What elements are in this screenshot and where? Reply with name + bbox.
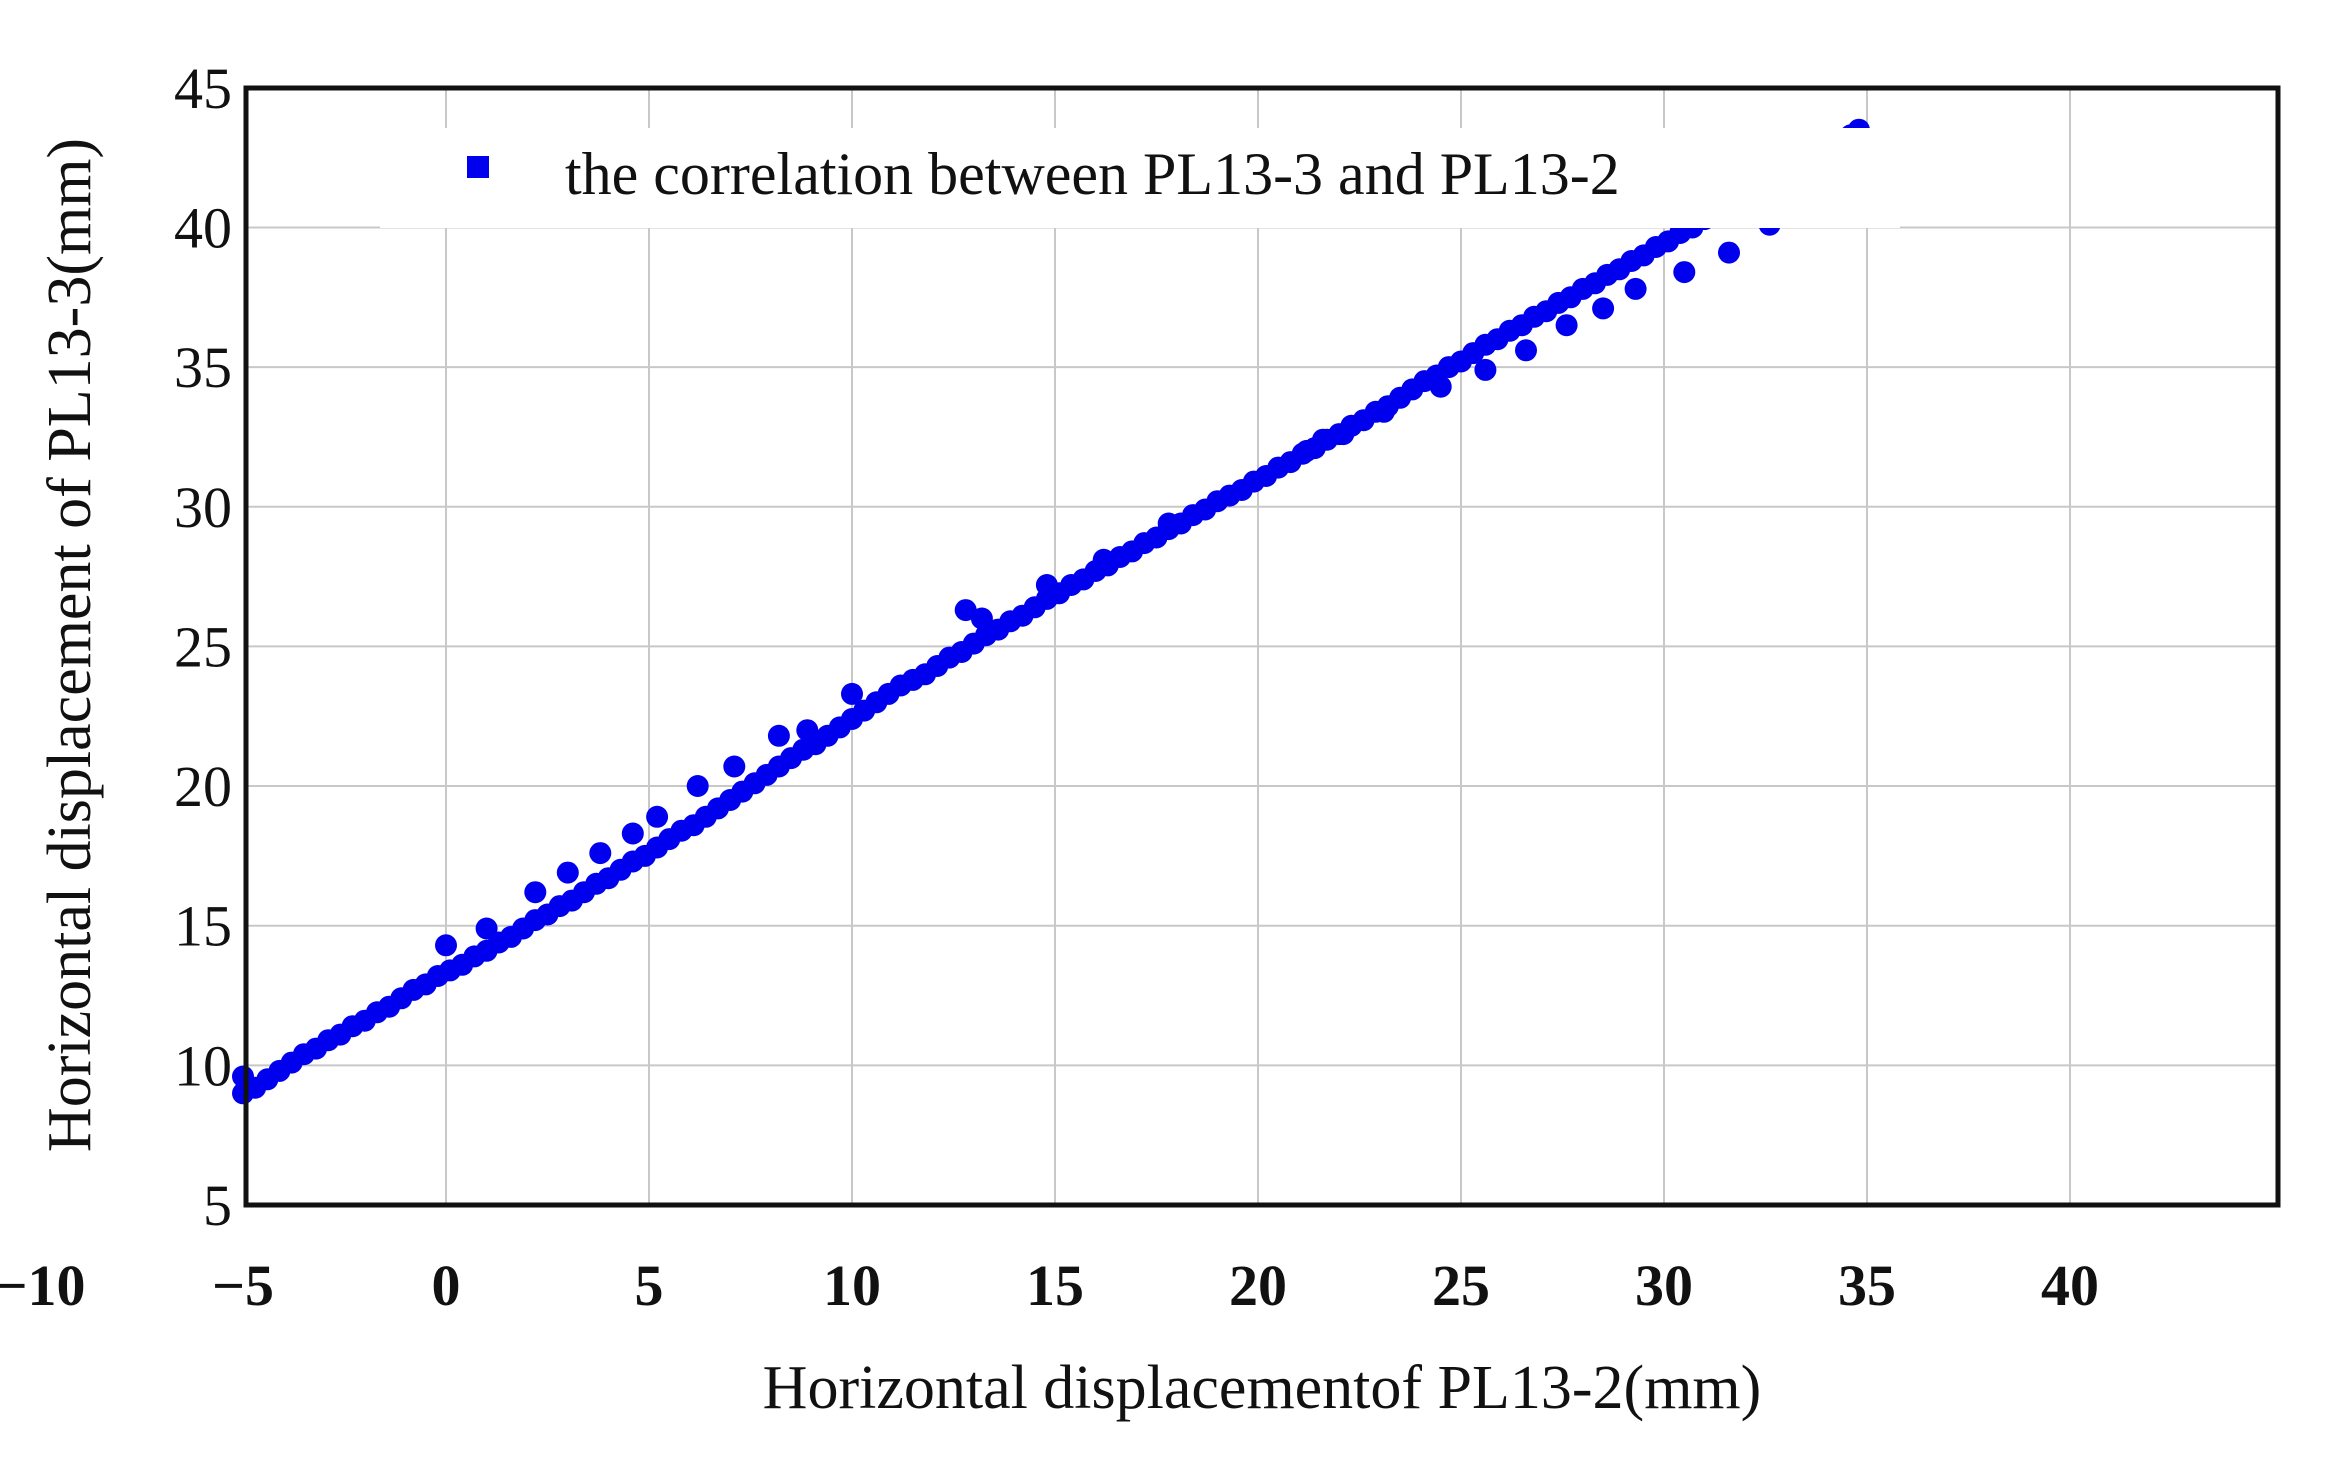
data-point [435,934,457,957]
data-point [686,775,709,797]
y-tick-label: 15 [174,894,232,959]
data-point [841,682,863,705]
x-tick-label: 20 [1229,1253,1287,1318]
data-point [970,607,993,630]
data-point [1092,548,1115,571]
data-point [1474,358,1497,381]
data-points [232,118,1870,1105]
gridlines [246,88,2278,1205]
data-point [1035,574,1058,596]
y-tick-label: 45 [174,56,232,121]
y-tick-label: 25 [174,614,232,679]
data-point [1332,423,1355,446]
data-point [796,719,819,742]
x-tick-labels: −10 −5 0 5 10 15 20 25 30 35 40 [0,1253,2099,1318]
data-point [723,755,746,778]
y-tick-label: 30 [174,475,232,540]
data-point [954,599,977,622]
x-tick-label: 15 [1026,1253,1084,1318]
x-tick-label: 10 [823,1253,881,1318]
data-point [621,822,644,845]
data-point [1157,512,1180,535]
y-tick-label: 35 [174,335,232,400]
legend-box [380,128,1900,228]
x-tick-label: 5 [635,1253,664,1318]
x-tick-label: 40 [2041,1253,2099,1318]
y-tick-label: 10 [174,1033,232,1098]
x-tick-label: 35 [1838,1253,1896,1318]
y-tick-labels: 5 10 15 20 25 30 35 40 45 [174,56,232,1238]
data-point [1372,400,1395,423]
data-point [1515,339,1537,362]
y-tick-label: 20 [174,754,232,819]
legend-marker [467,156,489,178]
data-point [1429,375,1452,398]
y-axis-label: Horizontal displacement of PL13-3(mm) [36,138,104,1152]
data-point [524,881,547,904]
data-point [1555,314,1578,337]
legend: the correlation between PL13-3 and PL13-… [380,128,1900,228]
data-point [475,917,498,940]
x-tick-label: −10 [0,1253,86,1318]
data-point [556,861,579,884]
x-tick-label: −5 [212,1253,274,1318]
x-axis-label: Horizontal displacementof PL13-2(mm) [763,1354,1762,1422]
data-point [646,805,669,828]
data-point [1718,241,1740,264]
data-point [1673,261,1696,284]
data-point [1312,428,1334,451]
y-tick-label: 40 [174,195,232,260]
plot-frame [243,85,2281,1208]
legend-label: the correlation between PL13-3 and PL13-… [565,141,1620,207]
data-point [1295,439,1318,462]
data-point [1592,297,1615,320]
x-tick-label: 30 [1635,1253,1693,1318]
x-tick-label: 25 [1432,1253,1490,1318]
data-point [1624,277,1647,300]
data-point [767,724,790,747]
data-point [589,842,612,865]
x-tick-label: 0 [432,1253,461,1318]
y-tick-label: 5 [203,1173,232,1238]
